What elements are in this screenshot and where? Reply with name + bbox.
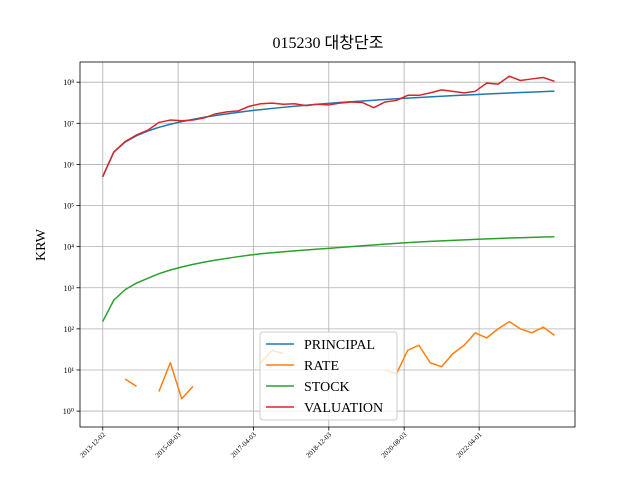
legend-label: PRINCIPAL: [304, 338, 375, 353]
y-tick-label: 10³: [64, 284, 75, 293]
series-line: [101, 75, 555, 178]
y-tick-label: 10⁰: [63, 407, 74, 416]
x-tick-label: 2022-04-01: [455, 430, 484, 459]
legend-box: [259, 331, 398, 421]
y-tick-label: 10⁷: [63, 119, 74, 128]
chart-title: 015230 대창단조: [273, 34, 384, 52]
y-tick-label: 10⁴: [63, 243, 74, 252]
legend-label: VALUATION: [304, 401, 383, 416]
legend-label: RATE: [304, 359, 339, 374]
series-line: [101, 236, 555, 322]
series-line: [124, 320, 555, 400]
x-tick-label: 2017-04-03: [229, 430, 258, 459]
series-line: [101, 90, 555, 178]
y-tick-label: 10⁸: [63, 78, 74, 87]
plot-frame: [79, 61, 576, 428]
legend-label: STOCK: [304, 380, 350, 395]
y-tick-label: 10¹: [64, 366, 75, 375]
y-tick-label: 10⁶: [63, 160, 74, 169]
y-axis-label: KRW: [34, 228, 49, 261]
y-tick-label: 10⁵: [63, 202, 74, 211]
x-tick-label: 2015-08-03: [154, 430, 183, 459]
x-tick-label: 2013-12-02: [78, 430, 107, 459]
y-tick-label: 10²: [64, 325, 75, 334]
x-tick-label: 2020-08-03: [380, 430, 409, 459]
x-tick-label: 2018-12-03: [304, 430, 333, 459]
